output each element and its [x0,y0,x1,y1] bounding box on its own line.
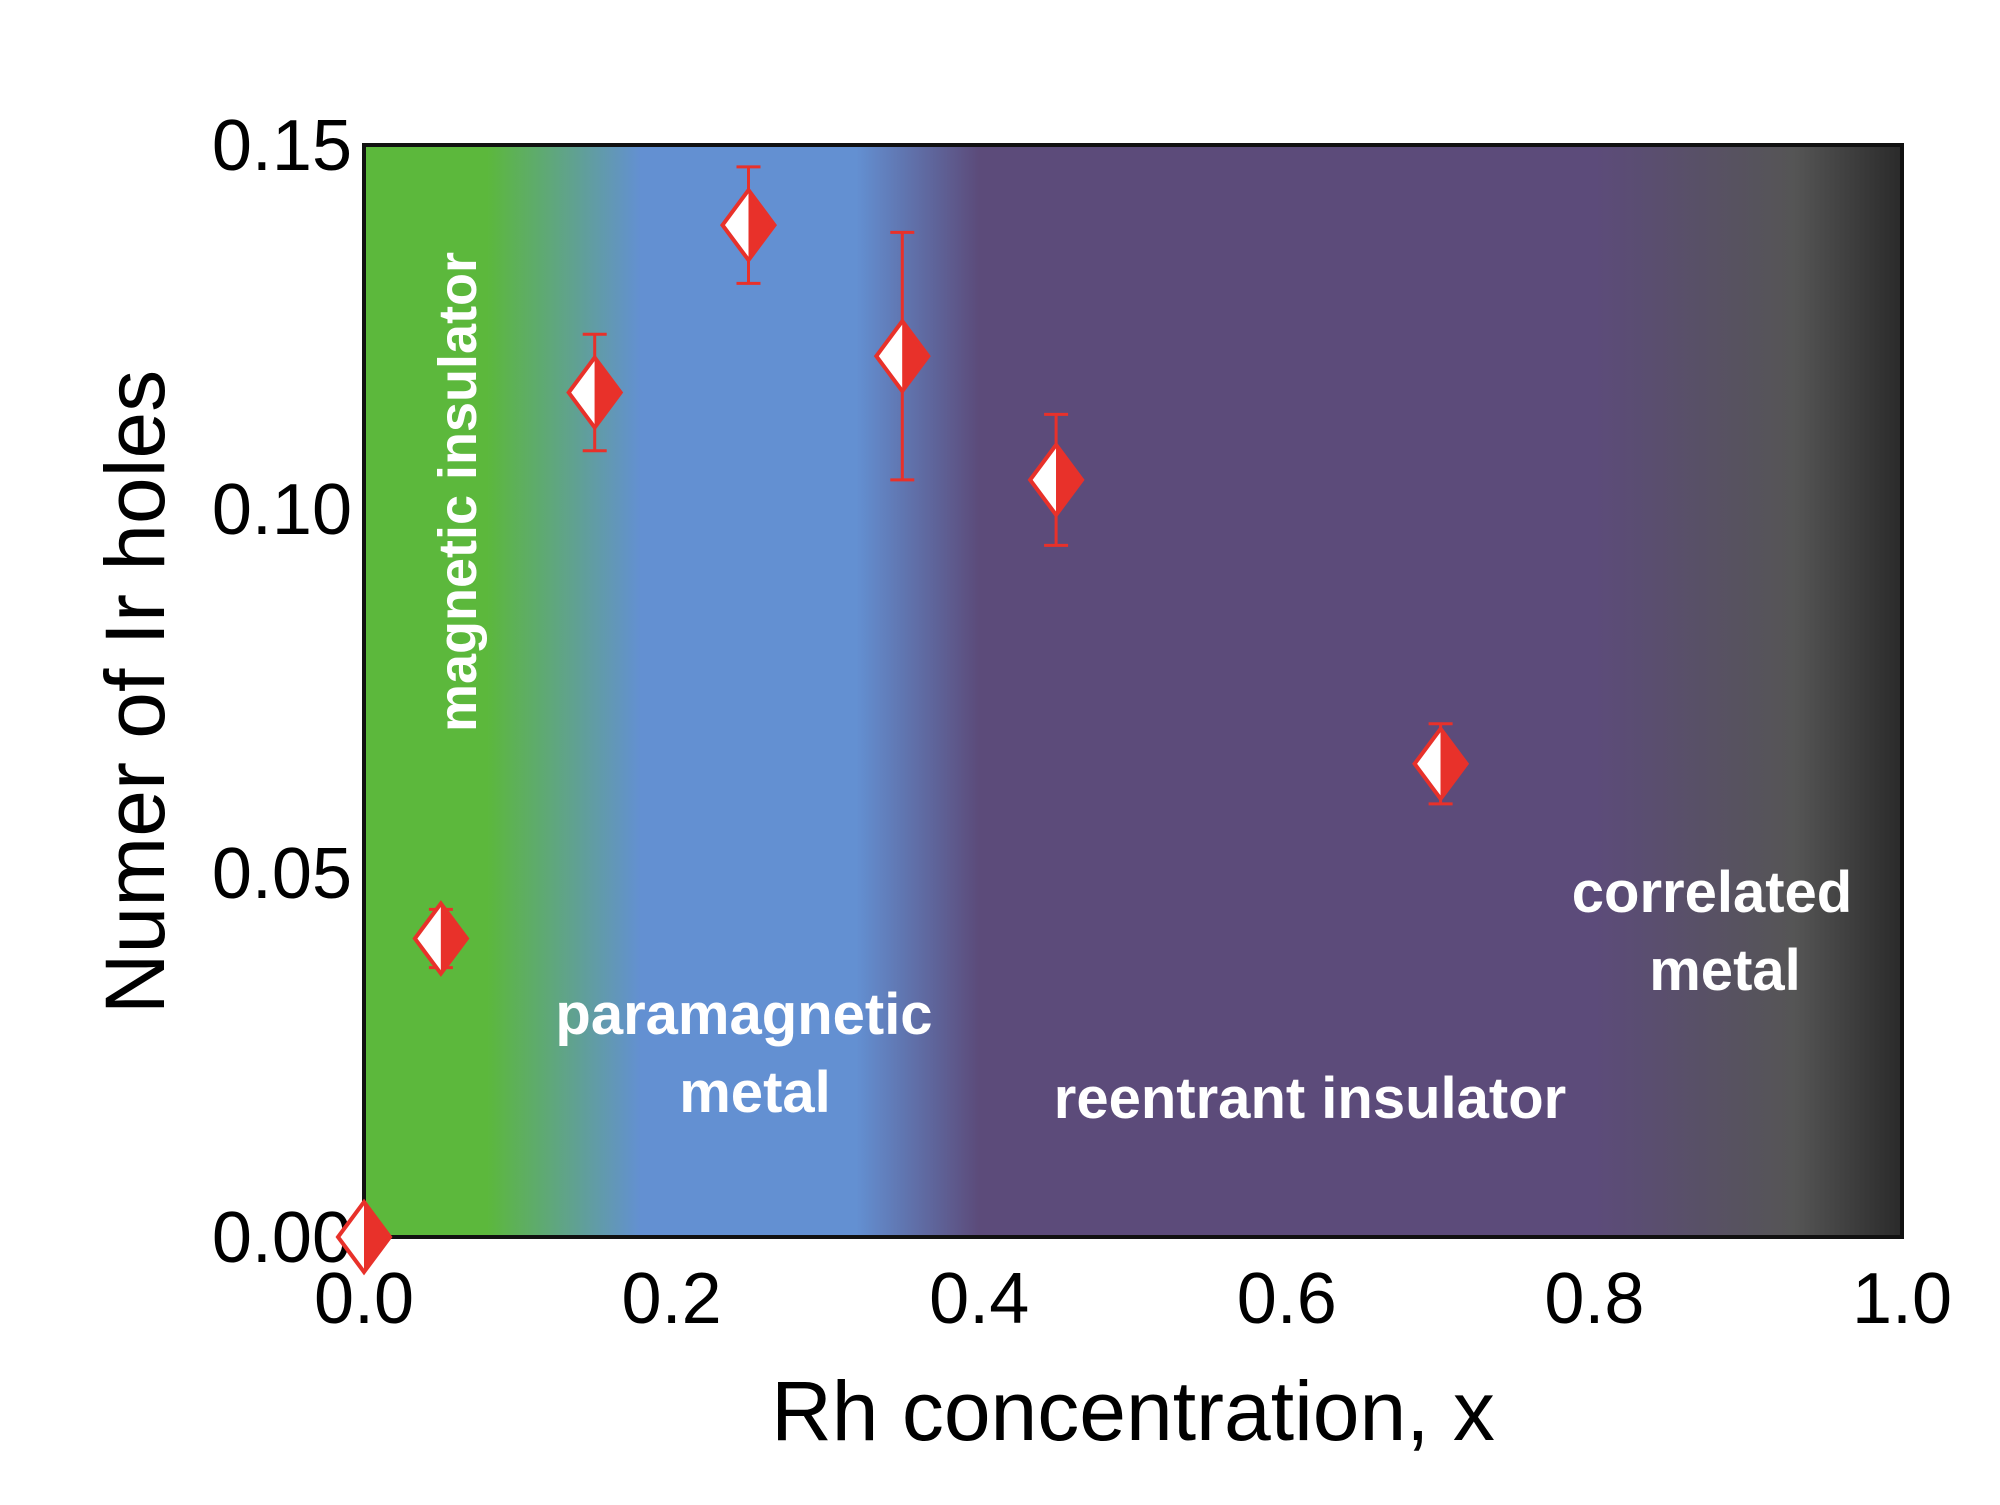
data-point-marker [335,1198,393,1276]
marker-outline [412,900,470,977]
x-tick-label: 0.6 [1237,1259,1337,1339]
x-tick-label: 1.0 [1852,1259,1952,1339]
region-label-paramagnetic-line1: paramagnetic [555,982,932,1047]
marker-left-half [568,357,595,428]
marker-right-half [594,357,621,428]
y-tick-label: 0.15 [212,106,352,186]
region-label-correlated-line1: correlated [1572,860,1852,925]
y-tick-label: 0.00 [212,1198,352,1278]
marker-right-half [440,903,467,974]
marker-right-half [364,1202,390,1272]
marker-left-half [722,190,749,261]
marker-left-half [414,903,441,974]
y-axis-tick-labels: 0.00 0.05 0.10 0.15 [212,106,352,1278]
x-tick-label: 0.2 [622,1259,722,1339]
y-axis-title: Numer of Ir holes [88,370,182,1014]
marker-left-half [1414,728,1441,799]
region-label-magnetic-insulator: magnetic insulator [428,252,488,732]
marker-right-half [1440,728,1467,799]
data-point-marker [873,317,931,395]
data-point-marker [412,900,470,977]
data-point-marker [566,354,624,431]
data-point-marker [1412,725,1470,803]
marker-right-half [902,321,929,392]
marker-outline [566,354,624,431]
marker-left-half [876,321,903,392]
x-tick-label: 0.8 [1544,1259,1644,1339]
region-label-paramagnetic-line2: metal [679,1060,831,1125]
marker-outline [335,1198,393,1276]
marker-outline [1027,441,1085,519]
marker-outline [720,186,777,264]
x-axis-tick-labels: 0.0 0.2 0.4 0.6 0.8 1.0 [314,1259,1952,1339]
y-tick-label: 0.10 [212,470,352,550]
marker-right-half [1056,444,1083,515]
marker-left-half [338,1202,364,1272]
y-tick-label: 0.05 [212,834,352,914]
data-point-marker [1027,441,1085,519]
region-label-correlated-line2: metal [1649,938,1801,1003]
x-tick-label: 0.4 [929,1259,1029,1339]
plot-background [364,145,1902,1237]
marker-outline [873,317,931,395]
region-label-reentrant-insulator: reentrant insulator [1054,1066,1566,1131]
marker-left-half [1030,444,1057,515]
data-point-marker [720,186,777,264]
data-markers [335,186,1470,1276]
marker-outline [1412,725,1470,803]
plot-frame [362,143,1904,1239]
marker-right-half [748,190,775,261]
x-axis-title: Rh concentration, x [771,1364,1495,1458]
